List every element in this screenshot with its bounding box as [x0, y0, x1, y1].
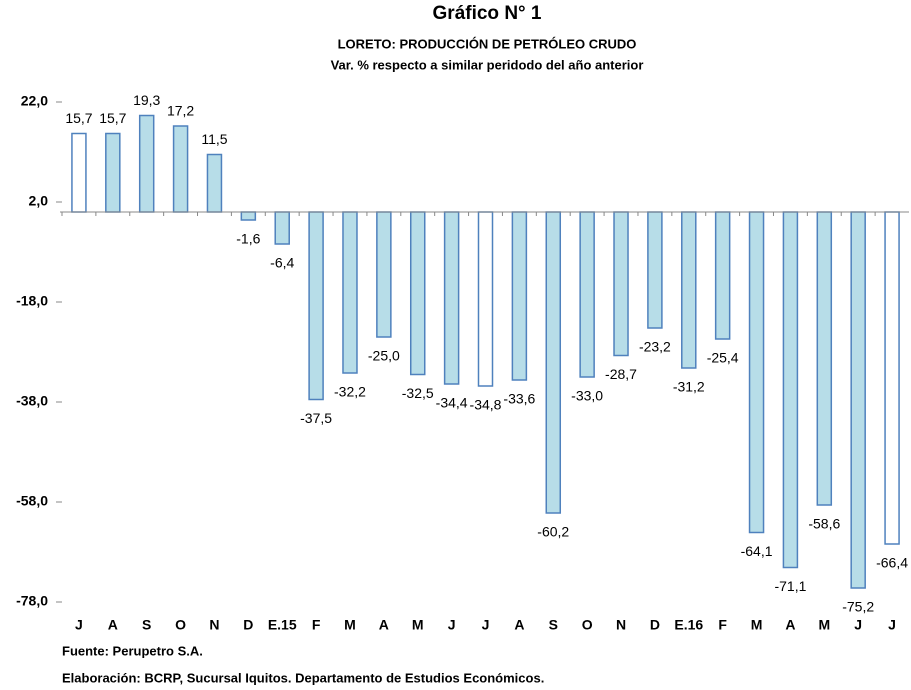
bar [579, 211, 595, 378]
bar [138, 114, 155, 213]
data-label: -37,5 [300, 410, 332, 426]
x-tick-label: M [344, 617, 356, 633]
data-label: 17,2 [167, 103, 194, 119]
data-label: -75,2 [842, 599, 874, 615]
x-tick-label: J [888, 617, 896, 633]
credit-note: Elaboración: BCRP, Sucursal Iquitos. Dep… [62, 670, 544, 685]
data-label: -33,6 [503, 391, 535, 407]
x-tick-label: J [448, 617, 456, 633]
data-label: -32,5 [402, 385, 434, 401]
bar [71, 132, 87, 213]
bar [308, 211, 324, 401]
source-note: Fuente: Perupetro S.A. [62, 643, 203, 658]
data-label: -23,2 [639, 339, 671, 355]
data-label: -34,4 [436, 395, 468, 411]
bar [443, 211, 460, 385]
x-tick-label: J [854, 617, 862, 633]
bar [240, 211, 257, 221]
data-label: -25,4 [707, 350, 739, 366]
y-tick-label: -58,0 [16, 493, 48, 509]
bar [647, 211, 663, 329]
x-tick-label: O [175, 617, 186, 633]
bar [105, 132, 121, 213]
x-tick-label: E.16 [674, 617, 703, 633]
y-tick-label: -18,0 [16, 293, 48, 309]
x-tick-label: D [650, 617, 660, 633]
bar [477, 211, 494, 387]
x-tick-label: M [412, 617, 424, 633]
chart-subtitle: LORETO: PRODUCCIÓN DE PETRÓLEO CRUDO [338, 36, 637, 51]
bar [206, 153, 223, 213]
x-tick-label: A [785, 617, 795, 633]
data-label: -58,6 [808, 516, 840, 532]
x-tick-label: S [142, 617, 151, 633]
bar [409, 211, 426, 376]
x-tick-label: F [312, 617, 321, 633]
x-tick-label: S [549, 617, 558, 633]
x-tick-label: M [751, 617, 763, 633]
y-tick-label: -78,0 [16, 593, 48, 609]
data-label: -33,0 [571, 388, 603, 404]
data-label: -64,1 [741, 543, 773, 559]
x-tick-label: J [75, 617, 83, 633]
x-tick-label: F [718, 617, 727, 633]
bar [545, 211, 562, 514]
y-tick-label: -38,0 [16, 393, 48, 409]
data-label: 11,5 [201, 131, 227, 147]
bar [714, 211, 731, 340]
bar [511, 211, 528, 381]
x-tick-label: N [616, 617, 626, 633]
x-tick-label: E.15 [268, 617, 297, 633]
bar [850, 211, 866, 589]
bar [172, 125, 189, 213]
x-tick-label: A [514, 617, 524, 633]
chart-subtitle: Var. % respecto a similar peridodo del a… [331, 57, 644, 72]
data-label: -25,0 [368, 348, 400, 364]
x-tick-label: J [482, 617, 490, 633]
bar [613, 211, 629, 357]
data-label: -1,6 [236, 231, 260, 247]
y-tick-label: 2,0 [29, 193, 49, 209]
bar [748, 211, 765, 534]
bar [816, 211, 833, 506]
data-label: -6,4 [270, 255, 294, 271]
data-label: -31,2 [673, 379, 705, 395]
x-tick-label: M [818, 617, 830, 633]
data-label: -32,2 [334, 384, 366, 400]
bar [884, 211, 900, 545]
x-tick-label: D [243, 617, 253, 633]
data-label: -34,8 [470, 397, 502, 413]
data-label: 15,7 [99, 110, 126, 126]
data-label: -71,1 [774, 578, 806, 594]
bar [274, 211, 290, 245]
data-label: 19,3 [133, 92, 160, 108]
data-label: -60,2 [537, 524, 569, 540]
y-tick-label: 22,0 [21, 93, 48, 109]
bar [342, 211, 358, 374]
x-tick-label: A [108, 617, 118, 633]
x-tick-label: A [379, 617, 389, 633]
x-tick-label: N [209, 617, 219, 633]
x-tick-label: O [582, 617, 593, 633]
bar [681, 211, 697, 369]
chart-title: Gráfico N° 1 [433, 3, 542, 24]
bar [782, 211, 799, 569]
data-label: -28,7 [605, 366, 637, 382]
data-label: 15,7 [65, 110, 92, 126]
data-label: -66,4 [876, 555, 908, 571]
bar [376, 211, 392, 338]
